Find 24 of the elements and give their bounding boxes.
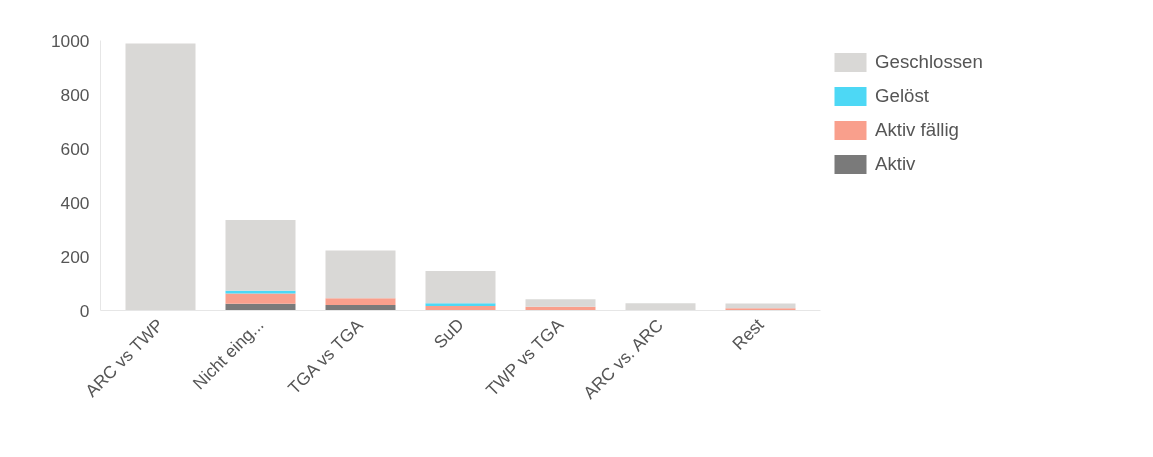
x-tick-label: TGA vs TGA: [283, 315, 367, 399]
bar: [125, 43, 196, 311]
y-tick-label: 400: [60, 192, 90, 213]
bar: [325, 305, 396, 311]
legend-label: Aktiv fällig: [875, 119, 959, 141]
legend-label: Gelöst: [875, 85, 929, 107]
bar: [525, 299, 596, 307]
bar: [425, 303, 496, 306]
bar: [725, 303, 796, 309]
bar: [325, 298, 396, 306]
y-tick-label: 1000: [50, 30, 90, 51]
bar: [325, 250, 396, 299]
y-tick-label: 800: [60, 84, 90, 105]
y-tick-label: 600: [60, 138, 90, 159]
legend-label: Geschlossen: [875, 51, 983, 73]
legend-label: Aktiv: [875, 153, 916, 175]
bar: [425, 271, 496, 304]
y-tick-label: 0: [79, 300, 90, 321]
x-tick-label: SuD: [429, 314, 468, 353]
bar: [725, 308, 796, 311]
bar: [225, 220, 296, 291]
bar: [225, 293, 296, 304]
bar: [625, 303, 696, 311]
y-tick-label: 200: [60, 246, 90, 267]
